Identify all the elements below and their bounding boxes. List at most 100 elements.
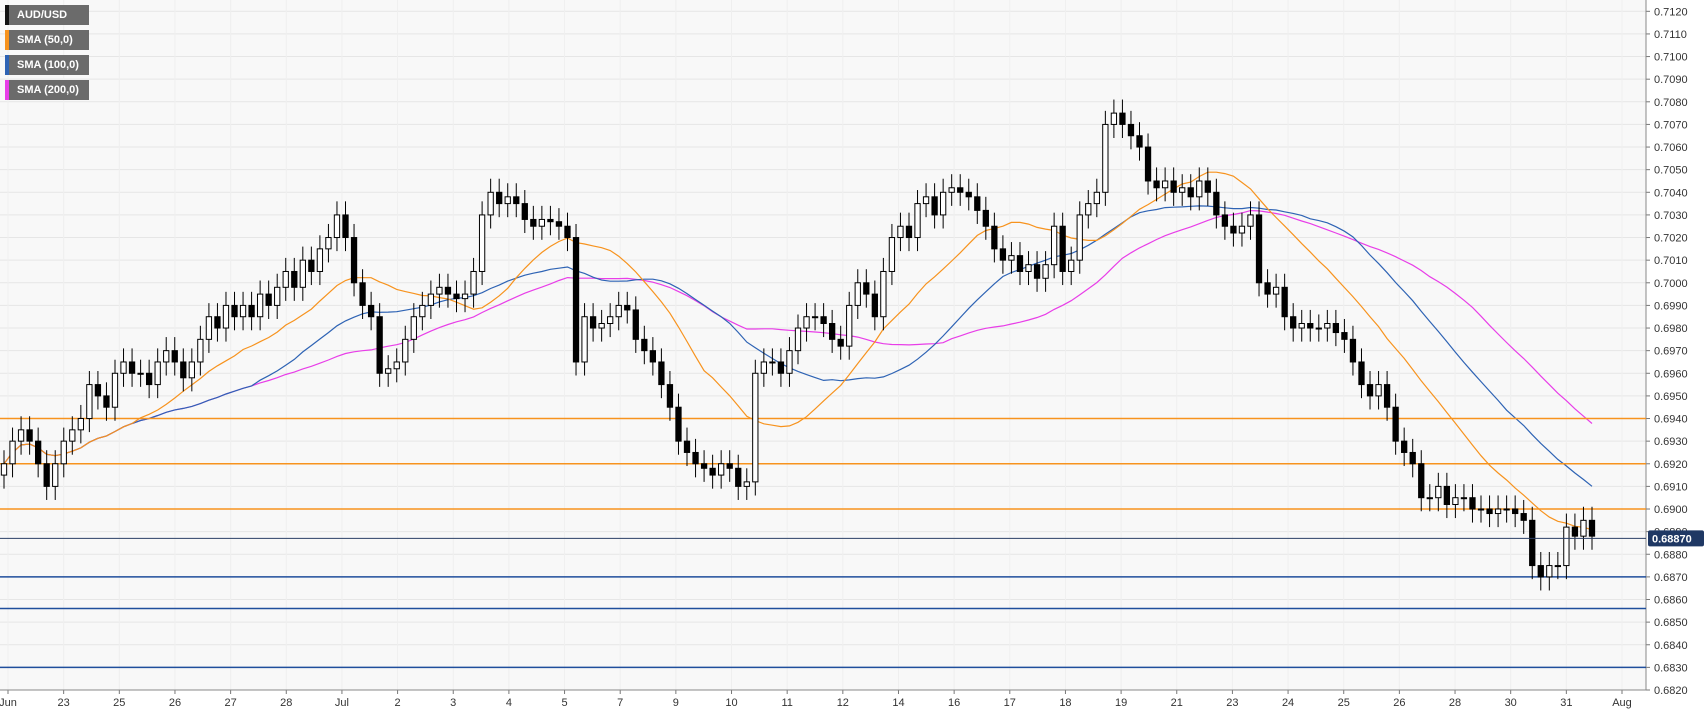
candle-body — [1025, 264, 1032, 272]
y-tick-label: 0.6990 — [1654, 300, 1688, 312]
legend-item-audusd[interactable]: AUD/USD — [5, 5, 89, 25]
candle-body — [1418, 463, 1425, 499]
y-tick-label: 0.6950 — [1654, 391, 1688, 403]
x-tick-label: Aug — [1612, 697, 1632, 709]
legend-item-sma200[interactable]: SMA (200,0) — [5, 80, 89, 100]
candle-body — [1546, 565, 1553, 578]
y-tick-label: 0.6900 — [1654, 504, 1688, 516]
candle-body — [897, 225, 904, 239]
candle-body — [1068, 259, 1075, 272]
y-tick-label: 0.6960 — [1654, 368, 1688, 380]
candle-body — [402, 338, 409, 363]
candle-body — [1512, 508, 1519, 515]
candle-body — [163, 350, 170, 363]
candle-body — [905, 225, 913, 239]
x-tick-label: 12 — [837, 697, 849, 709]
x-tick-label: 30 — [1505, 697, 1517, 709]
candle-body — [982, 209, 989, 227]
x-tick-label: 10 — [725, 697, 737, 709]
candle-body — [871, 293, 878, 318]
y-tick-label: 0.6980 — [1654, 323, 1688, 335]
legend-item-sma50[interactable]: SMA (50,0) — [5, 30, 89, 50]
candle-body — [52, 463, 59, 487]
candle-body — [1307, 323, 1314, 329]
candle-body — [197, 338, 204, 363]
candle-body — [145, 372, 153, 386]
candle-body — [1460, 497, 1468, 500]
candle-body — [1221, 214, 1229, 227]
candle-body — [957, 187, 964, 193]
chart-legend: AUD/USD SMA (50,0) SMA (100,0) SMA (200,… — [5, 5, 89, 100]
candle-body — [658, 361, 665, 386]
candle-body — [461, 293, 469, 300]
y-tick-label: 0.7010 — [1654, 255, 1688, 267]
candle-body — [521, 203, 528, 220]
candle-body — [1383, 384, 1391, 408]
candle-body — [1119, 112, 1126, 125]
legend-swatch — [5, 80, 9, 100]
candle-body — [1085, 203, 1092, 216]
y-tick-label: 0.7060 — [1654, 142, 1688, 154]
candle-body — [231, 304, 238, 318]
candle-body — [538, 218, 546, 227]
legend-item-sma100[interactable]: SMA (100,0) — [5, 55, 89, 75]
candle-body — [1272, 286, 1280, 295]
candle-body — [974, 196, 981, 211]
candle-body — [743, 481, 750, 487]
candle-body — [1580, 519, 1587, 537]
candle-body — [504, 196, 511, 205]
candle-body — [777, 361, 785, 374]
candle-body — [1563, 526, 1570, 567]
x-tick-label: 4 — [506, 697, 512, 709]
x-tick-label: Jun — [0, 697, 17, 709]
legend-swatch — [5, 5, 9, 25]
candle-body — [308, 259, 315, 272]
y-tick-label: 0.7100 — [1654, 52, 1688, 64]
candle-body — [1042, 264, 1049, 279]
candle-body — [726, 463, 733, 469]
y-tick-label: 0.7040 — [1654, 187, 1688, 199]
candle-body — [1136, 135, 1143, 148]
candle-body — [17, 429, 25, 442]
candle-body — [1264, 282, 1271, 295]
x-tick-label: 28 — [1449, 697, 1461, 709]
candle-body — [333, 214, 341, 239]
candle-body — [1255, 214, 1263, 284]
legend-label: SMA (200,0) — [17, 84, 79, 96]
candle-body — [214, 316, 221, 329]
candle-body — [478, 214, 486, 272]
y-tick-label: 0.7000 — [1654, 278, 1688, 290]
candle-body — [1315, 327, 1322, 330]
candle-body — [914, 203, 921, 239]
candle-body — [769, 361, 776, 364]
y-tick-label: 0.6920 — [1654, 459, 1688, 471]
candle-body — [1392, 406, 1399, 442]
candle-body — [1366, 384, 1374, 397]
x-tick-label: 31 — [1560, 697, 1572, 709]
x-tick-label: 7 — [617, 697, 623, 709]
sma-50-line — [3, 171, 1593, 531]
candle-body — [1033, 264, 1041, 279]
candle-body — [555, 221, 563, 227]
candle-body — [350, 237, 358, 284]
candle-body — [624, 304, 631, 311]
y-tick-label: 0.6830 — [1654, 662, 1688, 674]
candle-body — [760, 361, 767, 374]
legend-swatch — [5, 55, 9, 75]
candle-body — [86, 384, 93, 420]
plot-area — [0, 0, 1646, 690]
candle-body — [513, 196, 520, 205]
candle-body — [666, 384, 674, 408]
y-tick-label: 0.7090 — [1654, 74, 1688, 86]
current-price-tag — [1648, 530, 1704, 547]
candle-body — [965, 191, 972, 198]
current-price-label: 0.68870 — [1652, 533, 1692, 545]
candle-body — [154, 361, 161, 386]
candle-body — [829, 323, 836, 340]
candle-body — [1452, 497, 1459, 505]
candle-body — [589, 316, 597, 329]
candle-body — [572, 237, 580, 363]
y-tick-label: 0.6940 — [1654, 414, 1688, 426]
x-tick-label: 19 — [1115, 697, 1127, 709]
candle-body — [709, 467, 716, 476]
